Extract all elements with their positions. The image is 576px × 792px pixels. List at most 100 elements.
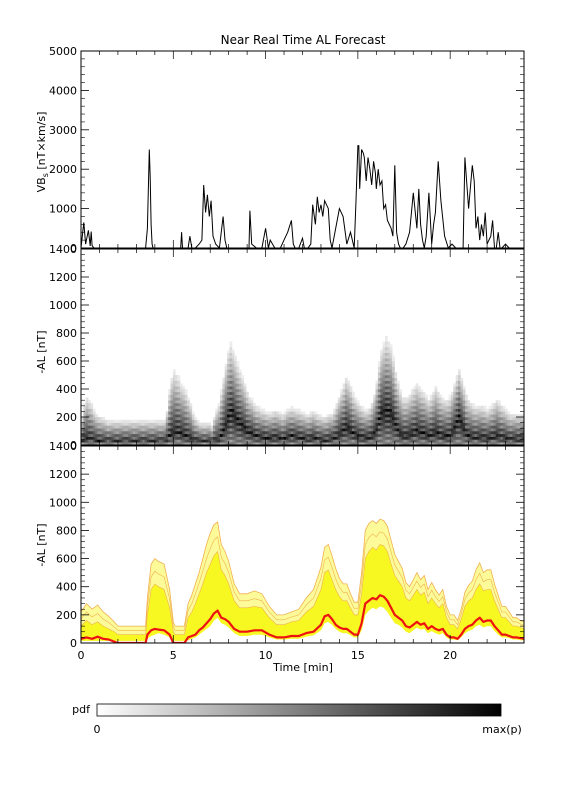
- pdf-cell: [422, 405, 426, 409]
- pdf-cell: [389, 352, 393, 356]
- pdf-cell: [481, 411, 485, 415]
- pdf-cell: [264, 422, 268, 426]
- pdf-cell: [222, 411, 226, 415]
- pdf-cell: [403, 417, 407, 421]
- pdf-cell: [465, 422, 468, 426]
- pdf-cell: [502, 408, 506, 412]
- pdf-cell: [453, 386, 457, 390]
- pdf-cell: [363, 419, 367, 423]
- pdf-cell: [420, 433, 424, 437]
- pdf-cell: [161, 425, 164, 429]
- pdf-cell: [342, 394, 346, 398]
- pdf-cell: [420, 411, 424, 415]
- pdf-cell: [389, 361, 393, 365]
- pdf-cell: [408, 408, 412, 412]
- pdf-cell: [422, 439, 426, 443]
- pdf-cell: [241, 408, 244, 412]
- pdf-cell: [83, 414, 87, 418]
- pdf-cell: [229, 363, 233, 367]
- pdf-cell: [161, 422, 164, 426]
- pdf-cell: [342, 428, 346, 432]
- pdf-cell: [394, 428, 398, 432]
- pdf-cell: [95, 428, 98, 432]
- pdf-cell: [455, 405, 459, 409]
- pdf-cell: [373, 397, 376, 401]
- pdf-cell: [227, 405, 230, 409]
- pdf-cell: [198, 442, 202, 445]
- pdf-cell: [505, 419, 508, 423]
- pdf-cell: [330, 433, 334, 437]
- pdf-cell: [271, 417, 275, 421]
- pdf-cell: [427, 425, 431, 429]
- pdf-cell: [420, 389, 424, 393]
- pdf-cell: [269, 442, 273, 445]
- pdf-cell: [102, 433, 105, 437]
- pdf-cell: [429, 422, 433, 426]
- pdf-cell: [342, 442, 346, 445]
- pdf-cell: [394, 397, 398, 401]
- pdf-cell: [472, 425, 475, 429]
- pdf-cell: [121, 442, 124, 445]
- pdf-cell: [347, 405, 351, 409]
- pdf-cell: [427, 442, 431, 445]
- pdf-cell: [495, 431, 499, 435]
- pdf-cell: [250, 436, 254, 440]
- pdf-cell: [342, 389, 346, 393]
- pdf-cell: [255, 439, 259, 443]
- pdf-cell: [319, 436, 322, 440]
- pdf-cell: [213, 433, 216, 437]
- pdf-cell: [396, 419, 400, 423]
- pdf-cell: [92, 436, 96, 440]
- pdf-cell: [498, 411, 501, 415]
- pdf-cell: [210, 439, 214, 443]
- pdf-cell: [507, 433, 511, 437]
- pdf-cell: [267, 414, 270, 418]
- pdf-cell: [231, 408, 235, 412]
- pdf-cell: [347, 428, 351, 432]
- pdf-cell: [446, 442, 449, 445]
- pdf-cell: [354, 403, 358, 407]
- pdf-cell: [144, 431, 148, 435]
- pdf-cell: [512, 428, 515, 432]
- pdf-cell: [427, 431, 431, 435]
- pdf-cell: [189, 422, 193, 426]
- pdf-cell: [467, 403, 471, 407]
- pdf-cell: [460, 380, 464, 384]
- pdf-cell: [392, 436, 395, 440]
- pdf-cell: [451, 425, 454, 429]
- pdf-cell: [387, 397, 391, 401]
- y-tick-label: 5000: [49, 45, 77, 58]
- pdf-cell: [451, 397, 454, 401]
- pdf-cell: [189, 405, 193, 409]
- pdf-cell: [394, 408, 398, 412]
- pdf-cell: [184, 414, 188, 418]
- pdf-cell: [448, 405, 452, 409]
- pdf-cell: [326, 419, 329, 423]
- pdf-cell: [184, 428, 188, 432]
- pdf-cell: [189, 428, 193, 432]
- pdf-cell: [316, 419, 320, 423]
- pdf-cell: [182, 394, 186, 398]
- pdf-cell: [196, 425, 200, 429]
- pdf-cell: [229, 400, 233, 404]
- pdf-cell: [248, 405, 252, 409]
- pdf-cell: [399, 397, 402, 401]
- pdf-cell: [168, 400, 171, 404]
- pdf-cell: [370, 422, 374, 426]
- pdf-cell: [488, 433, 492, 437]
- pdf-cell: [220, 431, 223, 435]
- pdf-cell: [389, 358, 393, 362]
- pdf-cell: [415, 400, 419, 404]
- pdf-cell: [448, 400, 452, 404]
- pdf-cell: [429, 428, 433, 432]
- pdf-cell: [260, 442, 263, 445]
- pdf-cell: [493, 417, 497, 421]
- pdf-cell: [361, 436, 365, 440]
- pdf-cell: [344, 397, 348, 401]
- pdf-cell: [293, 419, 296, 423]
- pdf-cell: [512, 417, 515, 421]
- pdf-cell: [465, 436, 468, 440]
- pdf-cell: [385, 366, 388, 370]
- pdf-cell: [210, 431, 214, 435]
- pdf-cell: [502, 419, 506, 423]
